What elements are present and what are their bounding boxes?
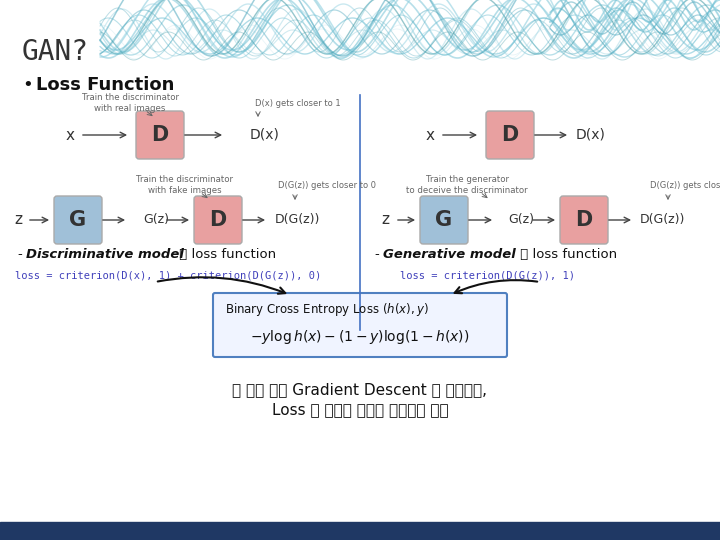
- Text: •: •: [22, 76, 32, 94]
- Text: Loss Function: Loss Function: [36, 76, 174, 94]
- Text: 두 모델 모두 Gradient Descent 를 이용하여,: 두 모델 모두 Gradient Descent 를 이용하여,: [233, 382, 487, 397]
- Text: D: D: [501, 125, 518, 145]
- Text: z: z: [14, 213, 22, 227]
- Text: Loss 를 최소화 시키는 방향으로 학습: Loss 를 최소화 시키는 방향으로 학습: [271, 402, 449, 417]
- Text: -: -: [375, 248, 384, 261]
- Text: D: D: [575, 210, 593, 230]
- Text: D: D: [151, 125, 168, 145]
- FancyBboxPatch shape: [213, 293, 507, 357]
- FancyBboxPatch shape: [136, 111, 184, 159]
- Text: $-y\log h(x) - (1-y)\log(1-h(x))$: $-y\log h(x) - (1-y)\log(1-h(x))$: [251, 328, 469, 346]
- Text: loss = criterion(D(G(z)), 1): loss = criterion(D(G(z)), 1): [400, 270, 575, 280]
- Text: 의 loss function: 의 loss function: [516, 248, 617, 261]
- Text: G(z): G(z): [143, 213, 169, 226]
- Text: x: x: [426, 127, 434, 143]
- Text: 의 loss function: 의 loss function: [175, 248, 276, 261]
- Bar: [0, 522, 720, 540]
- Text: Train the discriminator
with real images: Train the discriminator with real images: [81, 93, 179, 113]
- Text: G: G: [436, 210, 453, 230]
- Text: loss = criterion(D(x), 1) + criterion(D(G(z)), 0): loss = criterion(D(x), 1) + criterion(D(…: [15, 270, 321, 280]
- FancyBboxPatch shape: [194, 196, 242, 244]
- FancyBboxPatch shape: [420, 196, 468, 244]
- FancyBboxPatch shape: [54, 196, 102, 244]
- Text: G(z): G(z): [508, 213, 534, 226]
- Text: D(x): D(x): [576, 128, 606, 142]
- Text: G: G: [69, 210, 86, 230]
- Text: D(G(z)): D(G(z)): [275, 213, 320, 226]
- Text: D(G(z)) gets closer to 0: D(G(z)) gets closer to 0: [278, 180, 376, 190]
- Text: z: z: [381, 213, 389, 227]
- FancyBboxPatch shape: [486, 111, 534, 159]
- Text: Train the discriminator
with fake images: Train the discriminator with fake images: [137, 176, 233, 195]
- Text: D: D: [210, 210, 227, 230]
- Text: D(x) gets closer to 1: D(x) gets closer to 1: [255, 98, 341, 107]
- Text: D(G(z)): D(G(z)): [640, 213, 685, 226]
- Text: Binary Cross Entropy Loss $(h(x), y)$: Binary Cross Entropy Loss $(h(x), y)$: [225, 301, 429, 319]
- FancyBboxPatch shape: [560, 196, 608, 244]
- Text: Generative model: Generative model: [383, 248, 516, 261]
- Text: Discriminative model: Discriminative model: [26, 248, 184, 261]
- Text: x: x: [66, 127, 74, 143]
- Text: D(x): D(x): [250, 128, 280, 142]
- Text: GAN?: GAN?: [22, 38, 89, 66]
- Text: Train the generator
to deceive the discriminator: Train the generator to deceive the discr…: [406, 176, 528, 195]
- Text: -: -: [18, 248, 27, 261]
- Text: D(G(z)) gets closer to 1: D(G(z)) gets closer to 1: [650, 180, 720, 190]
